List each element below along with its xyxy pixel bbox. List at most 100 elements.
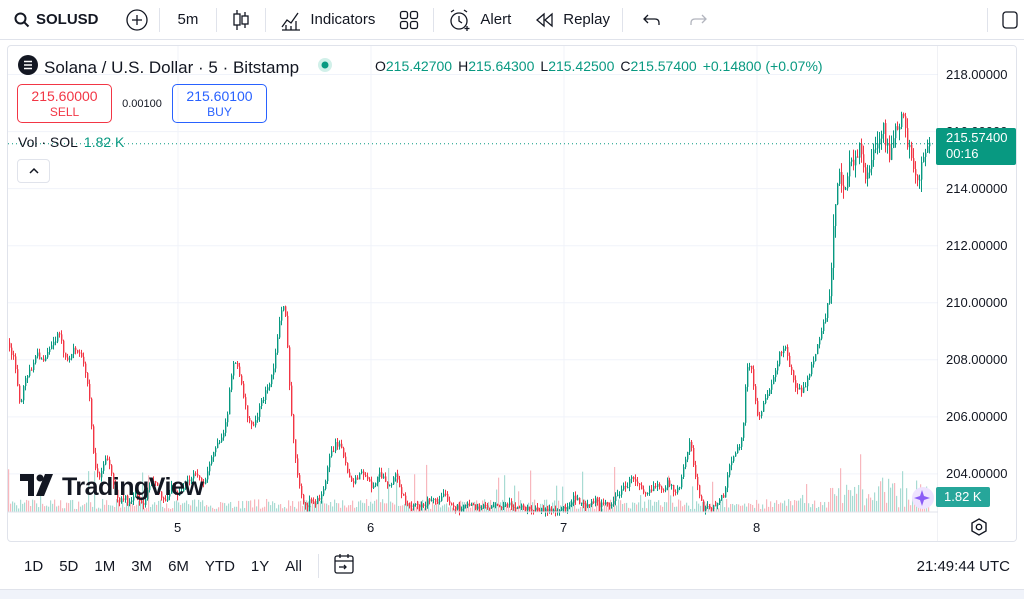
range-button-1d[interactable]: 1D xyxy=(24,557,44,575)
range-button-6m[interactable]: 6M xyxy=(168,557,189,575)
compare-symbol-button[interactable] xyxy=(109,0,159,40)
tradingview-logo[interactable]: TradingView xyxy=(20,473,204,502)
interval-button[interactable]: 5m xyxy=(160,0,217,40)
candle-body xyxy=(863,154,865,168)
candle-body xyxy=(605,502,607,504)
go-to-date-button[interactable] xyxy=(319,553,369,580)
more-button[interactable] xyxy=(988,0,1024,40)
redo-button[interactable] xyxy=(675,0,721,40)
price-axis[interactable]: 218.00000216.00000214.00000212.00000210.… xyxy=(938,46,1016,541)
candle-body xyxy=(527,506,529,510)
candle-body xyxy=(293,414,295,440)
candle-body xyxy=(407,502,409,506)
volume-bar xyxy=(330,501,332,512)
volume-bar xyxy=(452,507,454,512)
volume-bar xyxy=(844,494,846,512)
candle-body xyxy=(839,172,841,184)
volume-bar xyxy=(372,503,374,512)
volume-value: 1.82 K xyxy=(83,134,125,150)
range-button-1y[interactable]: 1Y xyxy=(250,557,270,575)
volume-bar xyxy=(120,507,122,512)
indicators-button[interactable]: Indicators xyxy=(266,0,385,40)
chart-type-button[interactable] xyxy=(217,0,265,40)
candle-body xyxy=(639,483,641,486)
range-button-1m[interactable]: 1M xyxy=(94,557,116,575)
market-status-icon[interactable] xyxy=(317,57,333,78)
candle-body xyxy=(157,482,159,486)
volume-bar xyxy=(692,486,694,512)
volume-bar xyxy=(570,500,572,512)
candle-body xyxy=(791,367,793,371)
top-toolbar: SOLUSD 5m Indicators Alert R xyxy=(0,0,1024,40)
layout-button[interactable] xyxy=(385,0,433,40)
price-chart[interactable] xyxy=(8,46,1017,542)
candle-body xyxy=(35,356,37,363)
chart-settings-button[interactable] xyxy=(970,518,988,541)
candle-body xyxy=(67,357,69,360)
candle-body xyxy=(175,486,177,495)
volume-bar xyxy=(352,500,354,512)
volume-bar xyxy=(502,499,504,512)
volume-bar xyxy=(282,508,284,512)
candle-body xyxy=(653,485,655,492)
alert-button[interactable]: Alert xyxy=(434,0,523,40)
volume-bar xyxy=(684,504,686,512)
current-price-label: 215.57400 00:16 xyxy=(936,128,1016,165)
candle-body xyxy=(135,492,137,497)
toolbar-divider xyxy=(987,7,988,32)
range-button-5d[interactable]: 5D xyxy=(59,557,79,575)
chart-pane[interactable]: Solana / U.S. Dollar · 5 · Bitstamp O215… xyxy=(7,45,1017,542)
volume-legend[interactable]: Vol · SOL 1.82 K xyxy=(18,134,124,150)
volume-bar xyxy=(414,474,416,512)
candle-body xyxy=(347,463,349,473)
range-button-all[interactable]: All xyxy=(285,557,302,575)
undo-button[interactable] xyxy=(623,0,675,40)
candle-body xyxy=(107,458,109,460)
candle-body xyxy=(787,347,789,356)
candle-body xyxy=(129,502,131,504)
search-icon xyxy=(14,12,30,28)
volume-bar xyxy=(194,499,196,512)
volume-bar xyxy=(94,471,96,512)
candle-body xyxy=(161,491,163,498)
candle-body xyxy=(539,510,541,513)
range-button-ytd[interactable]: YTD xyxy=(204,557,235,575)
volume-bar xyxy=(794,500,796,512)
utc-clock[interactable]: 21:49:44 UTC xyxy=(916,557,1010,575)
volume-bar xyxy=(226,505,228,512)
candle-body xyxy=(645,492,647,494)
candle-body xyxy=(447,494,449,501)
symbol-label: SOLUSD xyxy=(36,11,99,28)
volume-bar xyxy=(220,502,222,512)
candle-body xyxy=(491,506,493,508)
volume-bar xyxy=(714,508,716,512)
candle-body xyxy=(401,487,403,495)
candle-body xyxy=(335,442,337,451)
volume-bar xyxy=(680,500,682,512)
sparkle-icon[interactable] xyxy=(910,486,936,515)
candle-body xyxy=(471,504,473,506)
symbol-search-button[interactable]: SOLUSD xyxy=(0,0,109,40)
candle-body xyxy=(79,352,81,354)
volume-bar xyxy=(66,502,68,512)
buy-button[interactable]: 215.60100 BUY xyxy=(172,84,267,123)
candle-body xyxy=(313,501,315,504)
candle-body xyxy=(785,347,787,349)
collapse-legend-button[interactable] xyxy=(17,159,50,183)
range-button-3m[interactable]: 3M xyxy=(131,557,153,575)
candle-body xyxy=(317,498,319,504)
sell-button[interactable]: 215.60000 SELL xyxy=(17,84,112,123)
volume-bar xyxy=(54,499,56,512)
volume-bar xyxy=(792,505,794,512)
candle-body xyxy=(167,496,169,501)
replay-button[interactable]: Replay xyxy=(523,0,622,40)
symbol-title[interactable]: Solana / U.S. Dollar · 5 · Bitstamp xyxy=(44,57,300,77)
candle-body xyxy=(69,358,71,360)
candle-body xyxy=(893,138,895,148)
candle-body xyxy=(23,386,25,401)
candle-body xyxy=(391,484,393,486)
candle-body xyxy=(927,146,929,153)
time-axis[interactable]: 5 6 7 8 xyxy=(8,513,938,541)
volume-bar xyxy=(562,486,564,512)
volume-bar xyxy=(668,475,670,512)
